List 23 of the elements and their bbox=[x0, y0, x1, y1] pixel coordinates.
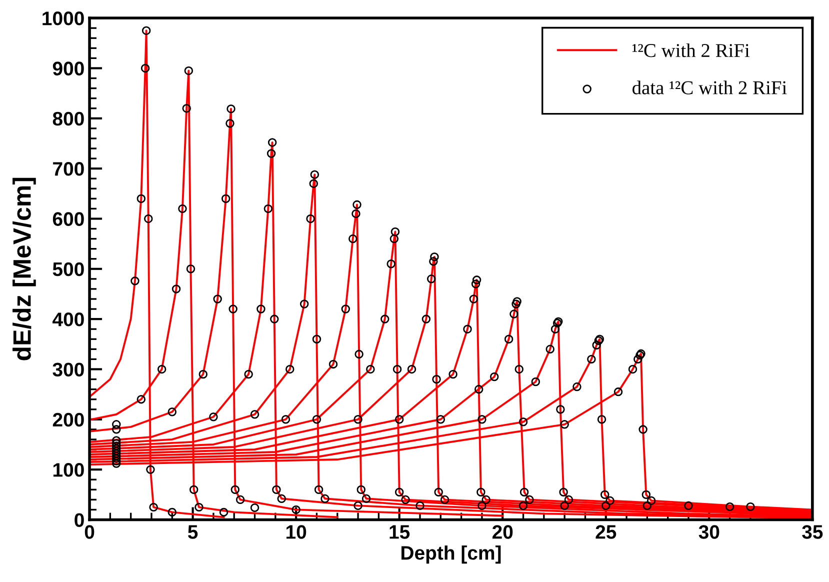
y-tick-label: 0 bbox=[74, 513, 84, 527]
y-tick-label: 400 bbox=[52, 312, 84, 326]
y-tick-label: 900 bbox=[52, 62, 84, 76]
x-tick-label: 10 bbox=[286, 525, 306, 539]
y-tick-label: 600 bbox=[52, 212, 84, 226]
x-axis-title: Depth [cm] bbox=[402, 545, 501, 564]
x-tick-label: 15 bbox=[390, 525, 410, 539]
y-tick-label: 100 bbox=[53, 463, 84, 477]
y-tick-label: 500 bbox=[52, 262, 84, 276]
x-tick-label: 25 bbox=[596, 525, 616, 539]
y-tick-label: 800 bbox=[52, 112, 84, 126]
y-tick-label: 300 bbox=[52, 362, 84, 376]
y-tick-label: 700 bbox=[53, 162, 84, 176]
x-tick-label: 20 bbox=[492, 525, 513, 539]
x-tick-label: 0 bbox=[84, 525, 94, 539]
x-tick-label: 30 bbox=[698, 525, 720, 539]
x-tick-label: 35 bbox=[802, 525, 823, 539]
legend-label: data ¹²C with 2 RiFi bbox=[632, 80, 787, 94]
y-tick-label: 200 bbox=[52, 412, 84, 427]
legend-label: ¹²C with 2 RiFi bbox=[632, 43, 750, 58]
y-axis-title: dE/dz [MeV/cm] bbox=[12, 178, 36, 360]
y-tick-label: 1000 bbox=[42, 12, 84, 26]
x-tick-label: 5 bbox=[188, 525, 198, 539]
